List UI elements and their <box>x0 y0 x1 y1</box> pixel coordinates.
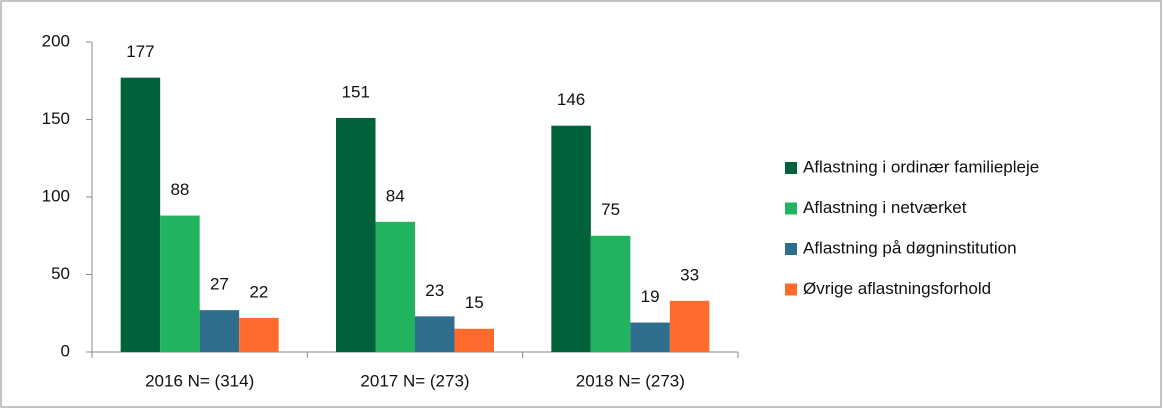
bar <box>375 221 415 352</box>
bar <box>336 117 376 352</box>
data-label: 84 <box>386 186 405 205</box>
legend-swatch <box>785 283 797 296</box>
y-tick-label: 0 <box>61 341 70 360</box>
bar <box>590 235 631 352</box>
y-tick-label: 50 <box>51 264 70 283</box>
data-label: 19 <box>641 287 660 306</box>
legend-label: Aflastning i ordinær familiepleje <box>803 157 1039 176</box>
data-label: 146 <box>557 90 585 109</box>
legend-label: Aflastning på døgninstitution <box>803 238 1017 257</box>
data-label: 23 <box>425 281 444 300</box>
bar <box>239 317 279 352</box>
legend-swatch <box>785 202 797 215</box>
bar <box>630 322 670 352</box>
data-label: 33 <box>680 265 699 284</box>
bar <box>199 310 240 352</box>
data-label: 75 <box>601 200 620 219</box>
x-tick-label: 2017 N= (273) <box>360 371 469 390</box>
bar <box>415 316 455 352</box>
bar <box>551 125 591 352</box>
x-tick-label: 2016 N= (314) <box>145 371 254 390</box>
legend-label: Aflastning i netværket <box>803 198 967 217</box>
bar <box>120 77 161 353</box>
bar <box>160 215 200 352</box>
legend-label: Øvrige aflastningsforhold <box>803 279 991 298</box>
bar <box>454 328 494 352</box>
legend-swatch <box>785 162 797 174</box>
y-tick-label: 200 <box>42 31 70 50</box>
y-tick-label: 150 <box>42 109 70 128</box>
data-label: 151 <box>342 82 370 101</box>
data-label: 22 <box>249 282 268 301</box>
y-tick-label: 100 <box>42 186 70 205</box>
legend-swatch <box>785 243 797 255</box>
data-label: 88 <box>170 180 189 199</box>
x-tick-label: 2018 N= (273) <box>576 371 685 390</box>
data-label: 177 <box>126 42 154 61</box>
data-label: 27 <box>210 275 229 294</box>
data-label: 15 <box>465 293 484 312</box>
bar <box>669 300 710 352</box>
